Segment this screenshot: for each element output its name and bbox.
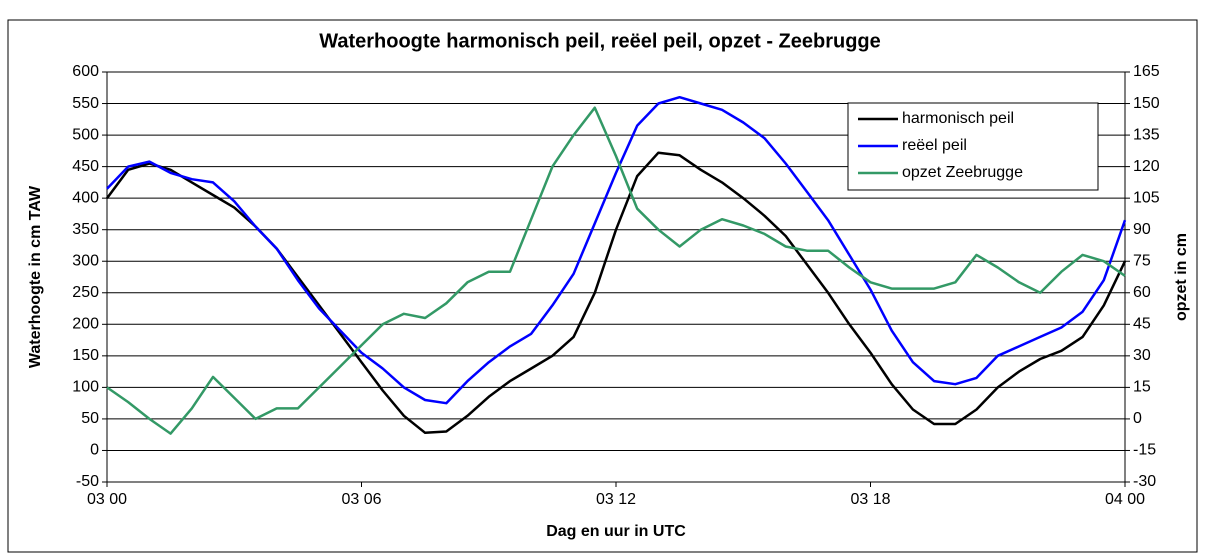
y2-tick-label: 60 [1133,284,1151,301]
y-tick-label: 600 [72,63,99,80]
y-tick-label: 450 [72,158,99,175]
y-axis-label: Waterhoogte in cm TAW [27,185,44,368]
y2-tick-label: 45 [1133,316,1151,333]
chart-title: Waterhoogte harmonisch peil, reëel peil,… [319,30,881,52]
y-tick-label: 50 [81,410,99,427]
y-tick-label: 400 [72,189,99,206]
y-tick-label: 150 [72,347,99,364]
x-tick-label: 03 12 [596,491,636,508]
y2-tick-label: 120 [1133,158,1160,175]
y2-tick-label: -15 [1133,442,1156,459]
x-tick-label: 04 00 [1105,491,1145,508]
x-tick-label: 03 06 [341,491,381,508]
y-tick-label: 550 [72,95,99,112]
y-tick-label: -50 [76,473,99,490]
legend-label: reëel peil [902,137,967,154]
y2-tick-label: 0 [1133,410,1142,427]
plot-area [106,71,1126,483]
y-tick-label: 250 [72,284,99,301]
y2-tick-label: 105 [1133,189,1160,206]
legend-label: harmonisch peil [902,110,1014,127]
y2-tick-label: 75 [1133,252,1151,269]
x-tick-label: 03 00 [87,491,127,508]
y2-tick-label: 90 [1133,221,1151,238]
y-tick-label: 350 [72,221,99,238]
y2-tick-label: 150 [1133,95,1160,112]
y-tick-label: 300 [72,252,99,269]
y-tick-label: 500 [72,126,99,143]
legend-label: opzet Zeebrugge [902,164,1023,181]
y2-tick-label: 15 [1133,379,1151,396]
y-tick-label: 200 [72,316,99,333]
y2-tick-label: 30 [1133,347,1151,364]
y2-tick-label: 135 [1133,126,1160,143]
series-line [106,95,1127,405]
y2-tick-label: -30 [1133,473,1156,490]
series-line [106,106,1126,435]
y2-tick-label: 165 [1133,63,1160,80]
y2-axis-label: opzet in cm [1173,233,1190,321]
y-tick-label: 0 [90,442,99,459]
y-tick-label: 100 [72,379,99,396]
chart-frame [7,19,1198,553]
x-axis-label: Dag en uur in UTC [546,523,686,540]
x-tick-label: 03 18 [850,491,890,508]
